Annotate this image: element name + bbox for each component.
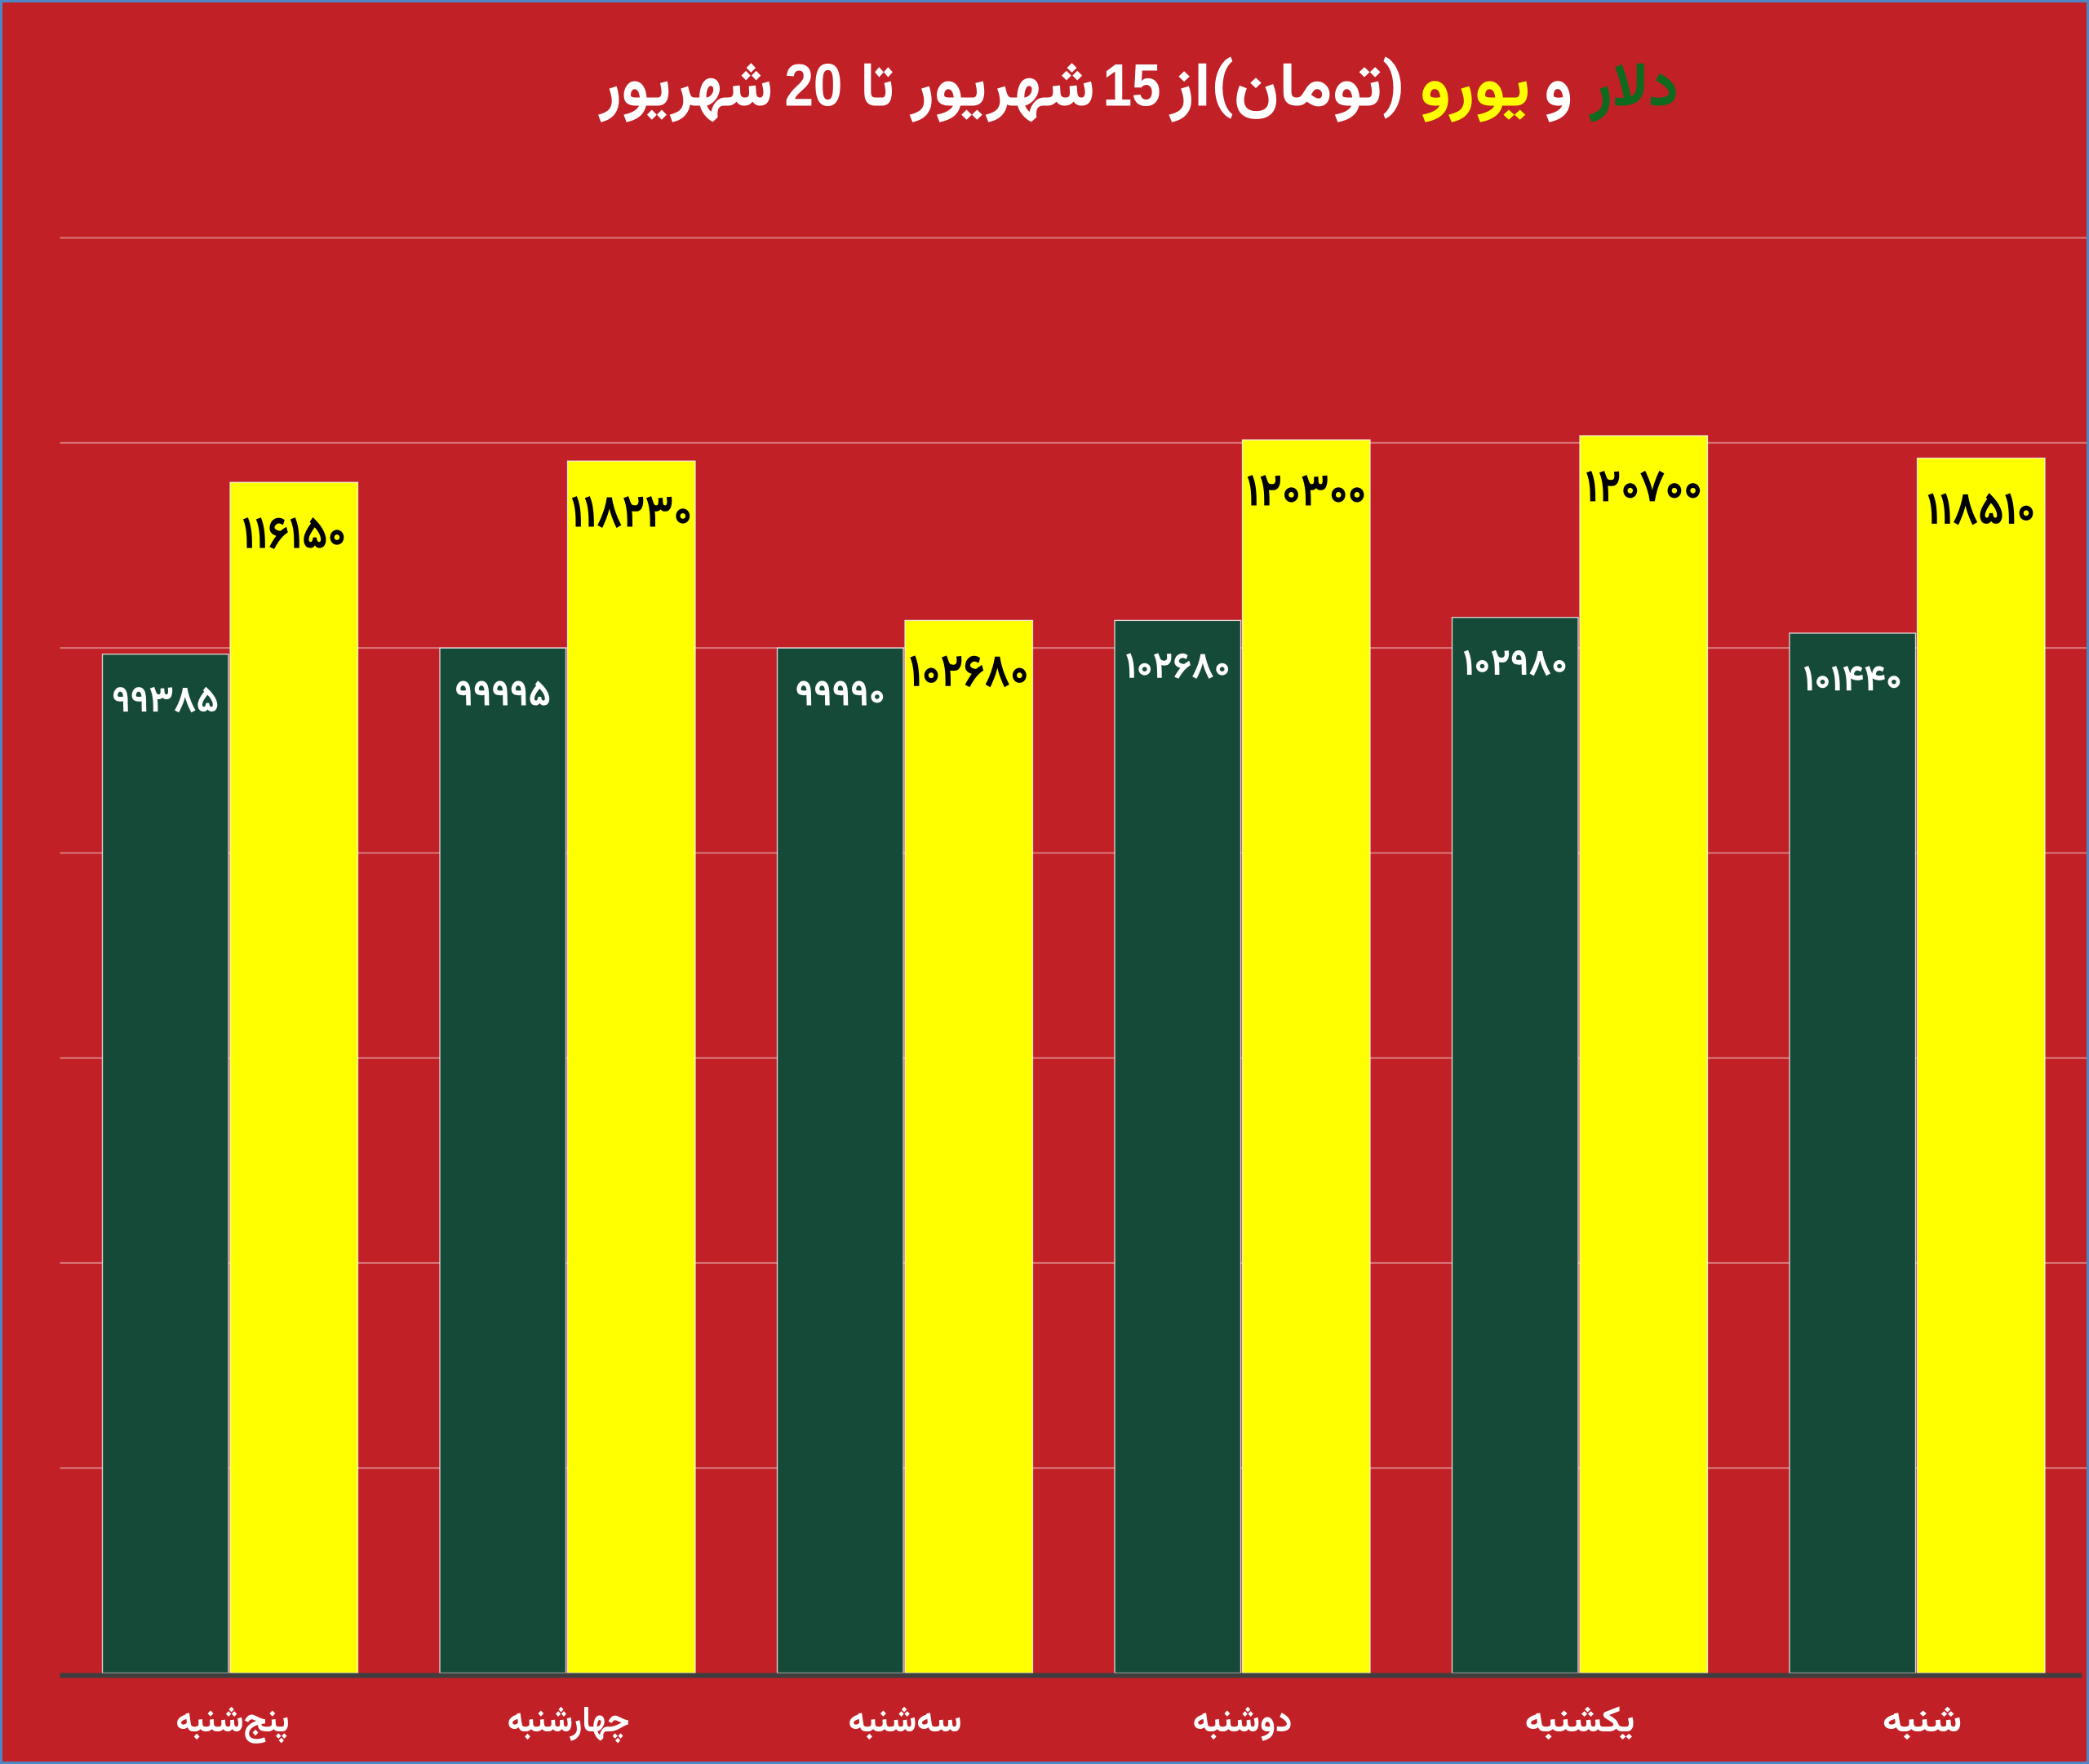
svg-text:20: 20 [785, 51, 843, 118]
svg-text:15: 15 [1103, 51, 1161, 118]
